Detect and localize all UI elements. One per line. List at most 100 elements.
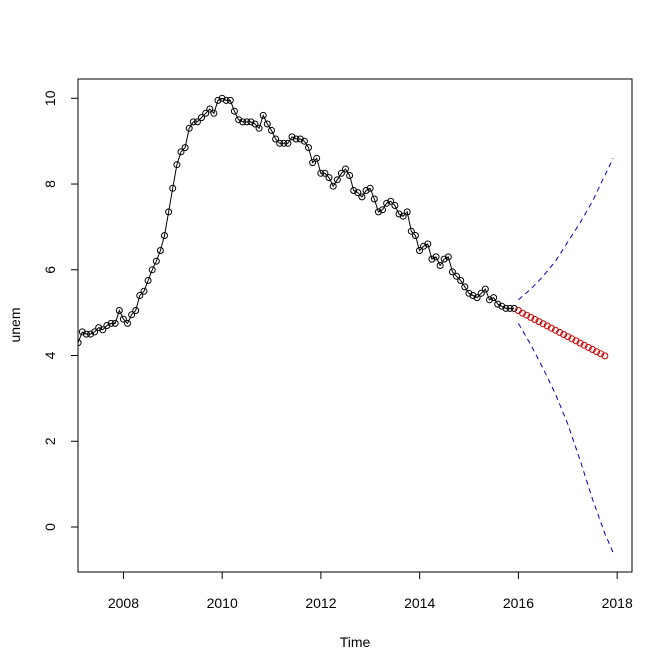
observed-point-14 [132,307,140,314]
observed-point-30 [198,114,205,122]
forecast-point-17 [584,343,592,351]
observed-point-87 [432,253,440,261]
upper-interval-line [518,158,614,301]
observed-point-94 [461,283,469,291]
observed-point-46 [263,120,271,128]
forecast-point-5 [535,318,543,326]
observed-point-39 [235,116,243,124]
observed-point-74 [379,206,386,214]
observed-point-21 [161,232,168,239]
forecast-point-21 [601,352,609,360]
forecast-point-11 [560,331,568,338]
forecast-point-8 [547,324,555,332]
observed-point-7 [103,322,111,329]
observed-point-66 [346,172,354,179]
observed-point-104 [502,304,510,312]
observed-point-69 [358,193,366,201]
observed-point-84 [420,242,428,250]
observed-point-52 [288,133,296,141]
observed-point-54 [296,135,304,143]
observed-point-65 [342,165,349,173]
forecast-point-4 [531,316,539,323]
forecast-point-18 [589,346,596,353]
forecast-point-15 [576,339,584,347]
forecast-point-10 [556,328,564,336]
observed-point-16 [140,287,148,295]
observed-point-55 [300,137,308,145]
observed-point-95 [465,289,473,297]
observed-point-81 [407,227,415,235]
observed-point-97 [473,294,481,302]
x-tick-label-2008: 2008 [108,595,139,611]
x-tick-label-2018: 2018 [602,595,633,611]
forecast-point-3 [527,313,535,321]
forecast-point-14 [572,337,580,345]
observed-point-15 [136,292,144,299]
observed-point-19 [152,257,160,265]
plot-area [78,94,614,553]
observed-point-85 [424,240,432,248]
observed-point-56 [305,144,312,152]
observed-point-73 [374,208,382,216]
observed-point-47 [268,126,275,134]
y-tick-label-4: 4 [42,351,58,359]
observed-point-36 [222,96,230,104]
observed-point-80 [403,208,411,216]
observed-point-91 [448,268,456,276]
observed-point-42 [247,118,255,126]
observed-point-20 [156,247,164,254]
observed-point-98 [477,289,485,297]
observed-point-45 [259,111,267,119]
observed-point-2 [82,330,90,338]
observed-point-89 [440,255,448,263]
observed-point-88 [436,262,444,269]
forecast-point-2 [523,311,531,319]
observed-series-line [78,97,515,343]
observed-point-29 [193,118,201,126]
observed-point-102 [494,300,502,308]
observed-point-78 [395,210,403,218]
observed-point-6 [99,326,107,334]
observed-point-79 [399,212,407,220]
observed-point-22 [165,208,173,216]
observed-point-3 [87,330,94,338]
observed-point-5 [95,324,103,332]
observed-point-63 [333,176,341,184]
x-tick-label-2010: 2010 [207,595,238,611]
observed-point-17 [144,277,152,284]
observed-point-61 [325,174,333,182]
y-tick-label-8: 8 [42,180,58,188]
forecast-point-20 [597,350,605,358]
observed-point-67 [350,187,358,194]
forecast-point-1 [519,309,526,317]
observed-point-103 [498,302,506,310]
observed-point-31 [202,109,210,117]
observed-point-8 [107,319,115,327]
observed-point-4 [91,328,99,336]
observed-point-10 [115,307,123,314]
observed-point-71 [366,184,374,192]
observed-point-1 [78,328,86,336]
observed-point-35 [218,94,226,102]
observed-point-101 [490,294,498,302]
x-axis-title: Time [340,634,371,650]
observed-point-40 [239,118,247,126]
observed-point-60 [321,169,329,177]
observed-point-28 [189,118,197,126]
observed-point-86 [428,255,436,263]
observed-point-50 [280,139,288,147]
observed-point-70 [362,187,370,194]
y-axis-title: unem [7,307,23,342]
x-tick-label-2012: 2012 [305,595,336,611]
observed-point-57 [309,159,317,167]
observed-point-41 [243,118,251,126]
observed-point-13 [128,311,136,319]
forecast-point-19 [593,348,601,356]
x-tick-label-2016: 2016 [503,595,534,611]
y-tick-label-6: 6 [42,266,58,274]
forecast-point-13 [568,335,576,343]
observed-point-106 [510,304,518,312]
forecast-point-6 [539,320,547,328]
observed-point-76 [387,197,395,205]
observed-point-49 [276,139,284,147]
